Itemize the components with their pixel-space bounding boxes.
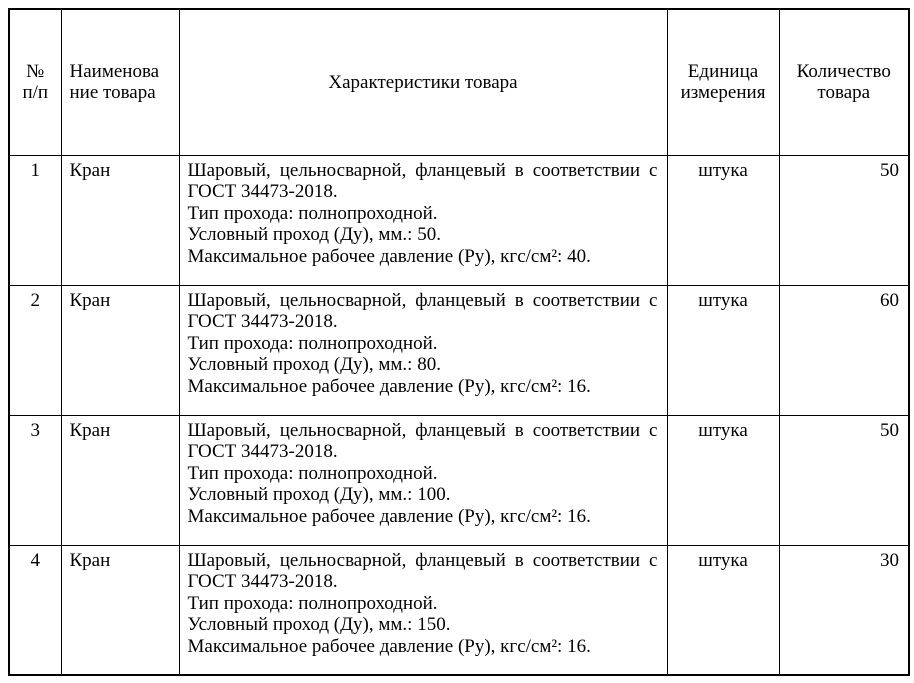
spec-line: Тип прохода: полнопроходной.: [187, 202, 438, 224]
spec-line: Условный проход (Ду), мм.: 50.: [187, 224, 441, 245]
unit-of-measure: штука: [666, 414, 780, 546]
quantity-value: 50: [778, 414, 910, 546]
spec-line: Максимальное рабочее давление (Ру), кгс/…: [187, 245, 591, 267]
quantity-value: 30: [778, 544, 910, 676]
header-specs: Характеристики товара: [178, 8, 668, 156]
table-row: 4 Кран Шаровый, цельносварной, фланцевый…: [8, 544, 910, 676]
row-number: 3: [8, 414, 62, 546]
quantity-value: 60: [778, 284, 910, 416]
table-row: 2 Кран Шаровый, цельносварной, фланцевый…: [8, 284, 910, 416]
header-name-line1: Наименова: [69, 60, 160, 82]
product-name: Кран: [60, 544, 180, 676]
product-specs: Шаровый, цельносварной, фланцевый в соот…: [178, 414, 668, 546]
header-unit: Единица измерения: [666, 8, 780, 156]
spec-line: Тип прохода: полнопроходной.: [187, 462, 438, 484]
header-row: № п/п Наименова ние товара Характеристик…: [8, 8, 910, 156]
header-name: Наименова ние товара: [60, 8, 180, 156]
spec-line: Максимальное рабочее давление (Ру), кгс/…: [187, 505, 591, 527]
product-specs: Шаровый, цельносварной, фланцевый в соот…: [178, 154, 668, 286]
spec-line: Шаровый, цельносварной, фланцевый в соот…: [187, 419, 658, 463]
row-number: 1: [8, 154, 62, 286]
product-name: Кран: [60, 284, 180, 416]
spec-line: Тип прохода: полнопроходной.: [187, 332, 438, 354]
product-name: Кран: [60, 154, 180, 286]
unit-of-measure: штука: [666, 284, 780, 416]
spec-line: Шаровый, цельносварной, фланцевый в соот…: [187, 289, 658, 333]
goods-table: № п/п Наименова ние товара Характеристик…: [8, 8, 910, 676]
spec-line: Максимальное рабочее давление (Ру), кгс/…: [187, 375, 591, 397]
row-number: 4: [8, 544, 62, 676]
spec-line: Условный проход (Ду), мм.: 150.: [187, 614, 451, 635]
header-num-line1: №: [26, 60, 45, 82]
table-row: 3 Кран Шаровый, цельносварной, фланцевый…: [8, 414, 910, 546]
header-name-line2: ние товара: [69, 82, 156, 104]
quantity-value: 50: [778, 154, 910, 286]
header-qty: Количество товара: [778, 8, 910, 156]
header-num: № п/п: [8, 8, 62, 156]
unit-of-measure: штука: [666, 154, 780, 286]
spec-line: Условный проход (Ду), мм.: 100.: [187, 484, 451, 505]
row-number: 2: [8, 284, 62, 416]
spec-line: Тип прохода: полнопроходной.: [187, 592, 438, 614]
product-name: Кран: [60, 414, 180, 546]
spec-line: Шаровый, цельносварной, фланцевый в соот…: [187, 549, 658, 593]
spec-line: Максимальное рабочее давление (Ру), кгс/…: [187, 635, 591, 657]
spec-line: Условный проход (Ду), мм.: 80.: [187, 354, 441, 375]
product-specs: Шаровый, цельносварной, фланцевый в соот…: [178, 284, 668, 416]
unit-of-measure: штука: [666, 544, 780, 676]
spec-line: Шаровый, цельносварной, фланцевый в соот…: [187, 159, 658, 203]
header-num-line2: п/п: [22, 82, 49, 104]
table-row: 1 Кран Шаровый, цельносварной, фланцевый…: [8, 154, 910, 286]
product-specs: Шаровый, цельносварной, фланцевый в соот…: [178, 544, 668, 676]
